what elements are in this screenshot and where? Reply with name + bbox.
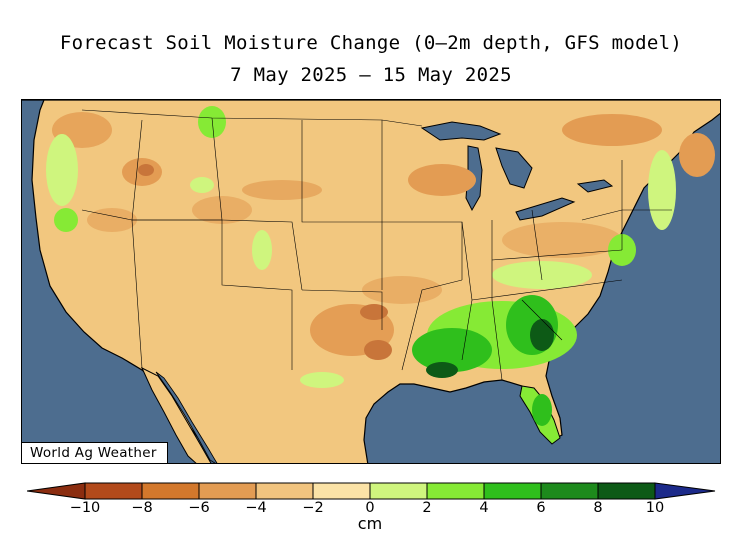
colorbar-tick: 4 (479, 500, 489, 516)
colorbar-tick: −4 (245, 500, 267, 516)
colorbar-tick: −2 (302, 500, 324, 516)
colorbar-segment-1 (84, 482, 143, 500)
baja-peninsula (140, 366, 212, 463)
soil-moisture-map: World Ag Weather (21, 99, 721, 464)
colorbar-tick: −6 (188, 500, 210, 516)
colorbar-segment-3 (198, 482, 257, 500)
colorbar-tick: 8 (593, 500, 603, 516)
colorbar-tick: −10 (69, 500, 101, 516)
map-subtitle: 7 May 2025 – 15 May 2025 (230, 64, 512, 86)
colorbar-max-arrow (654, 482, 716, 500)
lake-superior (420, 121, 502, 141)
colorbar-segment-8 (483, 482, 542, 500)
gulf-of-california (155, 371, 218, 463)
colorbar-tick: 6 (536, 500, 546, 516)
lake-ontario (576, 179, 614, 193)
colorbar-tick: 0 (365, 500, 375, 516)
colorbar-tick: 10 (645, 500, 665, 516)
colorbar-segment-5 (312, 482, 371, 500)
colorbar (27, 482, 716, 500)
colorbar-segment-7 (426, 482, 485, 500)
map-title: Forecast Soil Moisture Change (0–2m dept… (59, 32, 683, 54)
wet-areas (46, 106, 676, 426)
map-canvas (22, 100, 720, 463)
colorbar-tick: −8 (131, 500, 153, 516)
state-borders (81, 109, 672, 381)
colorbar-segment-4 (255, 482, 314, 500)
lake-huron (495, 147, 533, 189)
colorbar-segment-10 (597, 482, 656, 500)
colorbar-min-arrow (27, 482, 86, 500)
colorbar-tick: 2 (422, 500, 432, 516)
credit-label: World Ag Weather (22, 442, 168, 463)
lake-erie (515, 197, 576, 221)
colorbar-segment-9 (540, 482, 599, 500)
colorbar-unit: cm (357, 514, 383, 533)
colorbar-segment-2 (141, 482, 200, 500)
colorbar-segment-6 (369, 482, 428, 500)
